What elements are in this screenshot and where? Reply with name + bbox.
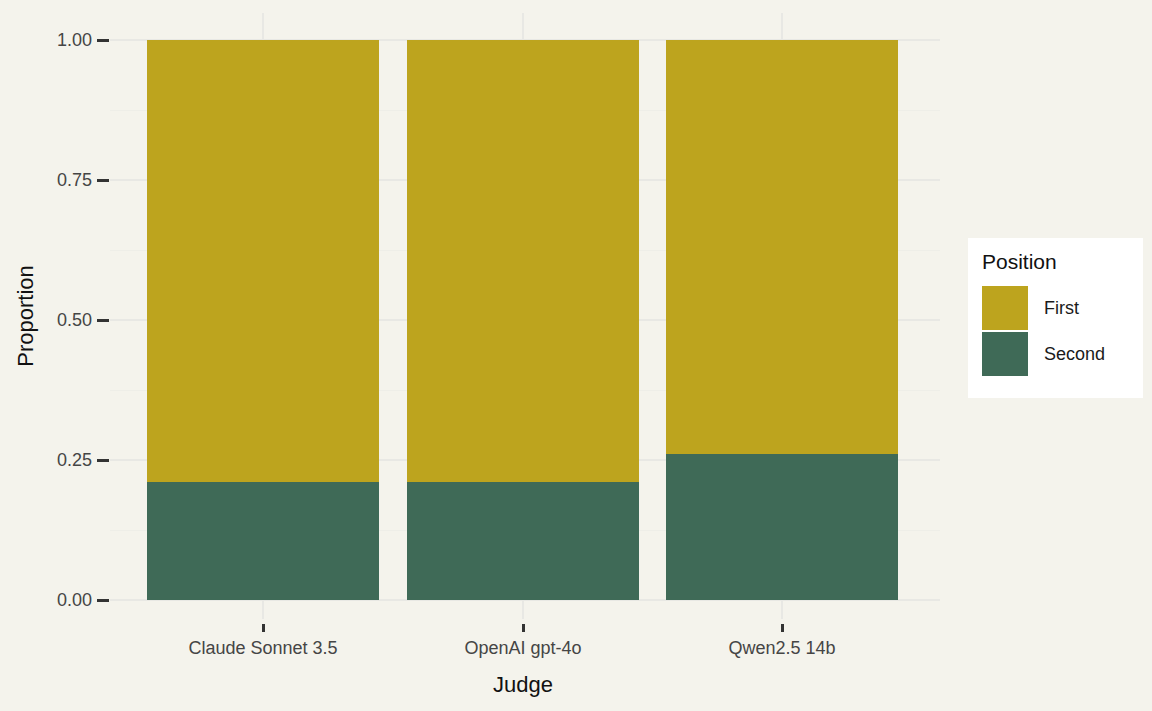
legend: Position First Second xyxy=(968,238,1143,398)
x-axis-tick xyxy=(781,624,784,632)
legend-label-second: Second xyxy=(1044,344,1105,365)
bar-segment-second xyxy=(666,454,898,600)
x-tick-label: OpenAI gpt-4o xyxy=(393,638,653,658)
bar-segment-first xyxy=(147,40,379,482)
x-tick-label: Claude Sonnet 3.5 xyxy=(133,638,393,658)
y-tick-label: 1.00 xyxy=(20,30,92,50)
legend-item-first: First xyxy=(982,286,1129,330)
y-axis-tick xyxy=(97,599,109,602)
legend-title: Position xyxy=(982,250,1129,274)
y-tick-label: 0.00 xyxy=(20,590,92,610)
bar-segment-second xyxy=(407,482,639,600)
legend-swatch-first-icon xyxy=(982,286,1028,330)
y-axis-tick xyxy=(97,319,109,322)
y-axis-tick xyxy=(97,179,109,182)
y-axis-tick xyxy=(97,459,109,462)
legend-swatch-second-icon xyxy=(982,332,1028,376)
x-tick-label: Qwen2.5 14b xyxy=(652,638,912,658)
legend-label-first: First xyxy=(1044,298,1079,319)
legend-item-second: Second xyxy=(982,332,1129,376)
x-axis-tick xyxy=(262,624,265,632)
plot-panel: 0.000.250.500.751.00Claude Sonnet 3.5Ope… xyxy=(110,13,940,619)
y-tick-label: 0.25 xyxy=(20,450,92,470)
x-axis-tick xyxy=(522,624,525,632)
stacked-bar-chart-figure: 0.000.250.500.751.00Claude Sonnet 3.5Ope… xyxy=(0,0,1152,711)
y-axis-title: Proportion xyxy=(13,265,39,367)
bar-segment-first xyxy=(407,40,639,482)
y-tick-label: 0.75 xyxy=(20,170,92,190)
bar-segment-first xyxy=(666,40,898,454)
y-axis-tick xyxy=(97,39,109,42)
x-axis-title: Judge xyxy=(493,672,553,698)
bar-segment-second xyxy=(147,482,379,600)
